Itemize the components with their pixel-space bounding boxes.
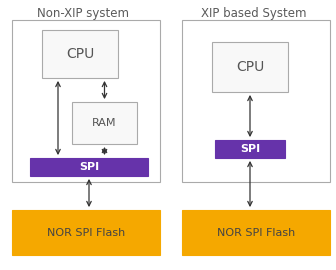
Bar — [12, 20, 160, 182]
Bar — [12, 210, 160, 255]
Bar — [212, 42, 288, 92]
Text: SPI: SPI — [79, 162, 99, 172]
Text: CPU: CPU — [236, 60, 264, 74]
Text: RAM: RAM — [92, 118, 117, 128]
Text: Non-XIP system: Non-XIP system — [37, 6, 129, 19]
Bar — [72, 102, 137, 144]
Bar — [182, 20, 330, 182]
Text: CPU: CPU — [66, 47, 94, 61]
Text: SPI: SPI — [240, 144, 260, 154]
Bar — [30, 158, 148, 176]
Text: XIP based System: XIP based System — [201, 6, 307, 19]
Bar — [215, 140, 285, 158]
Bar — [182, 210, 330, 255]
Bar — [42, 30, 118, 78]
Text: NOR SPI Flash: NOR SPI Flash — [217, 228, 295, 238]
Text: NOR SPI Flash: NOR SPI Flash — [47, 228, 125, 238]
